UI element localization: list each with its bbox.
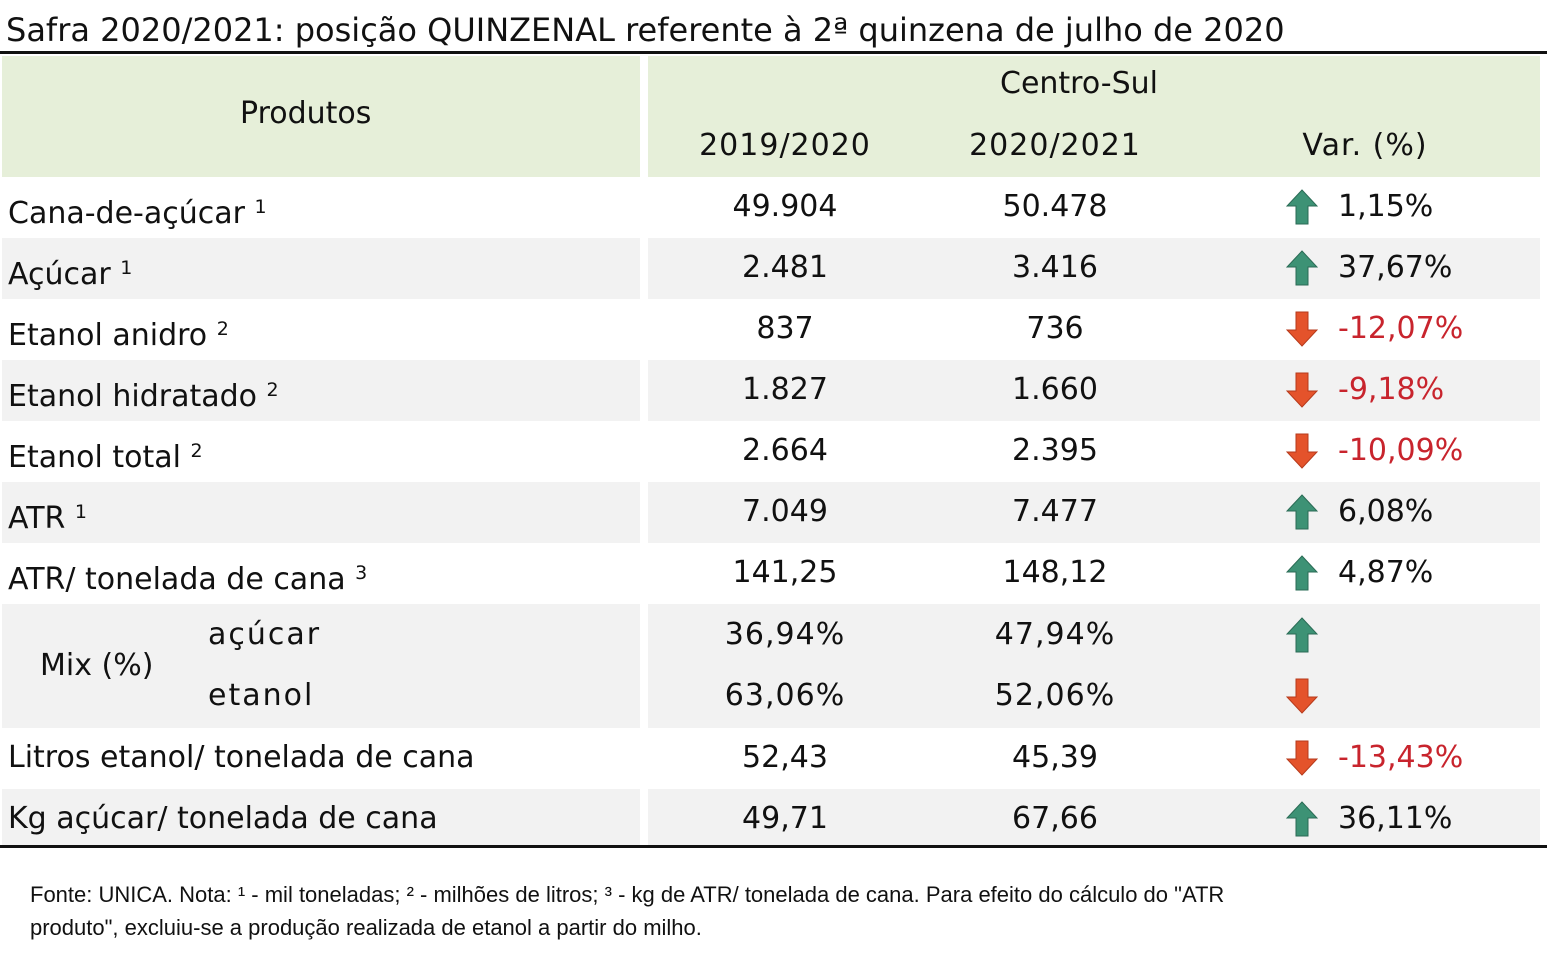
row-bg — [2, 789, 640, 845]
arrow-icon — [1285, 372, 1319, 408]
cell-value: 2.395 — [1012, 433, 1098, 468]
row-label: Cana-de-açúcar 1 — [8, 196, 267, 231]
cell-value: 2.664 — [742, 433, 828, 468]
cell-value: 67,66 — [1012, 801, 1098, 836]
row-label: ATR/ tonelada de cana 3 — [8, 562, 368, 597]
footnote-mark: 2 — [266, 379, 279, 401]
row-bg — [648, 238, 1540, 299]
row-label: Açúcar 1 — [8, 257, 133, 292]
cell-value: 3.416 — [1012, 250, 1098, 285]
cell-value: 7.477 — [1012, 494, 1098, 529]
cell-var: 37,67% — [1338, 250, 1453, 285]
row-bg — [2, 238, 640, 299]
header-column: 2019/2020 — [699, 128, 871, 163]
row-label: Litros etanol/ tonelada de cana — [8, 740, 475, 775]
row-label: Etanol anidro 2 — [8, 318, 229, 353]
bottom-rule — [0, 845, 1547, 848]
cell-value: 1.660 — [1012, 372, 1098, 407]
trend-arrow — [1285, 678, 1319, 714]
arrow-icon — [1285, 555, 1319, 591]
cell-var: -13,43% — [1338, 740, 1464, 775]
row-bg — [2, 482, 640, 543]
trend-arrow — [1285, 494, 1319, 530]
cell-value: 7.049 — [742, 494, 828, 529]
footnote-mark: 1 — [120, 257, 133, 279]
row-bg — [2, 360, 640, 421]
footnote-mark: 3 — [355, 562, 368, 584]
cell-var: 36,11% — [1338, 801, 1453, 836]
row-bg — [648, 482, 1540, 543]
arrow-icon — [1285, 433, 1319, 469]
row-bg — [648, 604, 1540, 728]
cell-var: -9,18% — [1338, 372, 1445, 407]
cell-value: 148,12 — [1002, 555, 1108, 590]
row-bg — [648, 360, 1540, 421]
cell-value: 736 — [1026, 311, 1084, 346]
trend-arrow — [1285, 617, 1319, 653]
row-bg — [2, 604, 640, 728]
cell-value: 50.478 — [1002, 189, 1108, 224]
cell-var: 4,87% — [1338, 555, 1434, 590]
arrow-icon — [1285, 250, 1319, 286]
cell-value: 49.904 — [732, 189, 838, 224]
footnote-mark: 1 — [254, 196, 267, 218]
header-bg — [648, 56, 1540, 177]
cell-var: -10,09% — [1338, 433, 1464, 468]
footnote-mark: 2 — [216, 318, 229, 340]
arrow-icon — [1285, 189, 1319, 225]
row-label: Kg açúcar/ tonelada de cana — [8, 801, 438, 836]
arrow-icon — [1285, 740, 1319, 776]
cell-value: 63,06% — [724, 678, 846, 713]
row-label: Etanol total 2 — [8, 440, 203, 475]
cell-value: 837 — [756, 311, 814, 346]
header-product: Produtos — [240, 96, 372, 131]
trend-arrow — [1285, 311, 1319, 347]
header-bg — [2, 56, 640, 177]
trend-arrow — [1285, 740, 1319, 776]
row-bg — [648, 789, 1540, 845]
header-region: Centro-Sul — [1000, 66, 1158, 101]
cell-value: 36,94% — [724, 617, 846, 652]
trend-arrow — [1285, 801, 1319, 837]
cell-value: 45,39 — [1012, 740, 1098, 775]
footnote: Fonte: UNICA. Nota: ¹ - mil toneladas; ²… — [30, 882, 1225, 907]
arrow-icon — [1285, 801, 1319, 837]
cell-value: 52,43 — [742, 740, 828, 775]
arrow-icon — [1285, 494, 1319, 530]
row-label: Etanol hidratado 2 — [8, 379, 279, 414]
trend-arrow — [1285, 189, 1319, 225]
cell-var: -12,07% — [1338, 311, 1464, 346]
header-column: 2020/2021 — [969, 128, 1141, 163]
cell-value: 49,71 — [742, 801, 828, 836]
footnote: produto", excluiu-se a produção realizad… — [30, 915, 702, 940]
cell-value: 2.481 — [742, 250, 828, 285]
title: Safra 2020/2021: posição QUINZENAL refer… — [6, 11, 1285, 49]
trend-arrow — [1285, 555, 1319, 591]
header-column: Var. (%) — [1302, 128, 1428, 163]
mix-sublabel: etanol — [208, 678, 315, 713]
cell-value: 1.827 — [742, 372, 828, 407]
footnote-mark: 1 — [74, 501, 88, 523]
cell-value: 141,25 — [732, 555, 838, 590]
cell-var: 6,08% — [1338, 494, 1434, 529]
trend-arrow — [1285, 250, 1319, 286]
top-rule — [0, 51, 1547, 54]
mix-label: Mix (%) — [40, 648, 154, 683]
cell-value: 52,06% — [994, 678, 1116, 713]
arrow-icon — [1285, 617, 1319, 653]
trend-arrow — [1285, 433, 1319, 469]
arrow-icon — [1285, 678, 1319, 714]
trend-arrow — [1285, 372, 1319, 408]
cell-value: 47,94% — [994, 617, 1116, 652]
mix-sublabel: açúcar — [208, 617, 322, 652]
arrow-icon — [1285, 311, 1319, 347]
cell-var: 1,15% — [1338, 189, 1434, 224]
row-label: ATR 1 — [8, 501, 88, 536]
footnote-mark: 2 — [190, 440, 203, 462]
